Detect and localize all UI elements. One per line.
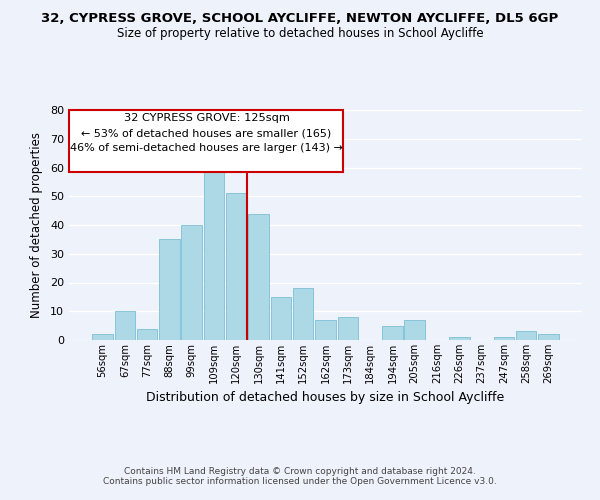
Bar	[226, 194, 247, 340]
Text: 46% of semi-detached houses are larger (143) →: 46% of semi-detached houses are larger (…	[70, 144, 343, 154]
Bar	[293, 288, 313, 340]
Text: Contains HM Land Registry data © Crown copyright and database right 2024.: Contains HM Land Registry data © Crown c…	[124, 467, 476, 476]
Bar	[159, 240, 180, 340]
Bar	[181, 225, 202, 340]
Bar	[494, 337, 514, 340]
Bar	[449, 337, 470, 340]
Text: Size of property relative to detached houses in School Aycliffe: Size of property relative to detached ho…	[116, 28, 484, 40]
Bar	[516, 332, 536, 340]
FancyBboxPatch shape	[69, 110, 343, 172]
Bar	[204, 164, 224, 340]
Bar	[538, 334, 559, 340]
Bar	[115, 311, 135, 340]
Bar	[271, 297, 291, 340]
Text: 32, CYPRESS GROVE, SCHOOL AYCLIFFE, NEWTON AYCLIFFE, DL5 6GP: 32, CYPRESS GROVE, SCHOOL AYCLIFFE, NEWT…	[41, 12, 559, 26]
Bar	[338, 317, 358, 340]
Bar	[315, 320, 336, 340]
Bar	[92, 334, 113, 340]
Y-axis label: Number of detached properties: Number of detached properties	[30, 132, 43, 318]
Text: Contains public sector information licensed under the Open Government Licence v3: Contains public sector information licen…	[103, 478, 497, 486]
Text: ← 53% of detached houses are smaller (165): ← 53% of detached houses are smaller (16…	[82, 128, 332, 138]
Bar	[248, 214, 269, 340]
Bar	[382, 326, 403, 340]
Text: 32 CYPRESS GROVE: 125sqm: 32 CYPRESS GROVE: 125sqm	[124, 114, 289, 124]
X-axis label: Distribution of detached houses by size in School Aycliffe: Distribution of detached houses by size …	[146, 392, 505, 404]
Bar	[137, 328, 157, 340]
Bar	[404, 320, 425, 340]
